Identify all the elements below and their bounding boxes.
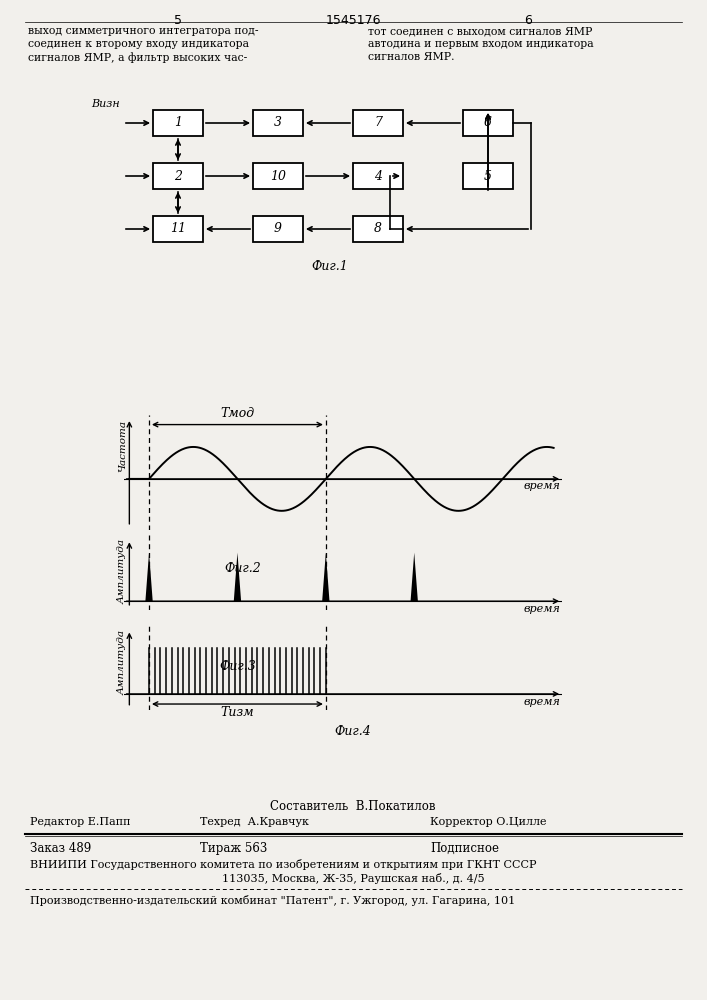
Polygon shape	[411, 553, 418, 601]
Text: 3: 3	[274, 116, 282, 129]
Text: Фиг.3: Фиг.3	[219, 660, 256, 673]
Text: Корректор О.Цилле: Корректор О.Цилле	[430, 817, 547, 827]
Text: Частота: Частота	[118, 420, 127, 472]
Polygon shape	[234, 553, 241, 601]
Text: 9: 9	[274, 223, 282, 235]
Bar	[153, 110, 203, 136]
Text: 4: 4	[374, 169, 382, 182]
Text: Фиг.1: Фиг.1	[312, 260, 349, 273]
Text: ВНИИПИ Государственного комитета по изобретениям и открытиям при ГКНТ СССР: ВНИИПИ Государственного комитета по изоб…	[30, 859, 537, 870]
Text: время: время	[524, 481, 561, 491]
Bar	[153, 216, 203, 242]
Bar	[253, 110, 303, 136]
Text: 6: 6	[484, 116, 492, 129]
Bar	[353, 110, 403, 136]
Polygon shape	[146, 553, 153, 601]
Text: Тираж 563: Тираж 563	[200, 842, 267, 855]
Text: 10: 10	[270, 169, 286, 182]
Text: Редактор Е.Папп: Редактор Е.Папп	[30, 817, 131, 827]
Text: выход симметричного интегратора под-
соединен к второму входу индикатора
сигнало: выход симметричного интегратора под- сое…	[28, 26, 259, 63]
Polygon shape	[322, 553, 329, 601]
Bar	[253, 216, 303, 242]
Text: Техред  А.Кравчук: Техред А.Кравчук	[200, 817, 309, 827]
Text: Визн: Визн	[91, 99, 120, 109]
Text: 7: 7	[374, 116, 382, 129]
Text: Составитель  В.Покатилов: Составитель В.Покатилов	[270, 800, 436, 813]
Text: 113035, Москва, Ж-35, Раушская наб., д. 4/5: 113035, Москва, Ж-35, Раушская наб., д. …	[222, 873, 484, 884]
Text: время: время	[524, 697, 561, 707]
Bar	[353, 216, 403, 242]
Bar	[253, 163, 303, 189]
Text: 11: 11	[170, 223, 186, 235]
Text: Фиг.2: Фиг.2	[225, 562, 262, 575]
Text: 2: 2	[174, 169, 182, 182]
Text: Подписное: Подписное	[430, 842, 499, 855]
Bar	[463, 163, 513, 189]
Text: 8: 8	[374, 223, 382, 235]
Text: 5: 5	[484, 169, 492, 182]
Text: 1: 1	[174, 116, 182, 129]
Text: 6: 6	[524, 14, 532, 27]
Text: Фиг.4: Фиг.4	[334, 725, 371, 738]
Bar	[153, 163, 203, 189]
Text: Амплитуда: Амплитуда	[118, 630, 127, 695]
Text: Амплитуда: Амплитуда	[118, 539, 127, 604]
Text: 5: 5	[174, 14, 182, 27]
Text: тот соединен с выходом сигналов ЯМР
автодина и первым входом индикатора
сигналов: тот соединен с выходом сигналов ЯМР авто…	[368, 26, 594, 62]
Text: 1545176: 1545176	[325, 14, 381, 27]
Text: Тизм: Тизм	[221, 706, 255, 719]
Text: Производственно-издательский комбинат "Патент", г. Ужгород, ул. Гагарина, 101: Производственно-издательский комбинат "П…	[30, 895, 515, 906]
Text: Заказ 489: Заказ 489	[30, 842, 91, 855]
Text: время: время	[524, 604, 561, 614]
Bar	[353, 163, 403, 189]
Text: Тмод: Тмод	[221, 407, 255, 420]
Bar	[463, 110, 513, 136]
